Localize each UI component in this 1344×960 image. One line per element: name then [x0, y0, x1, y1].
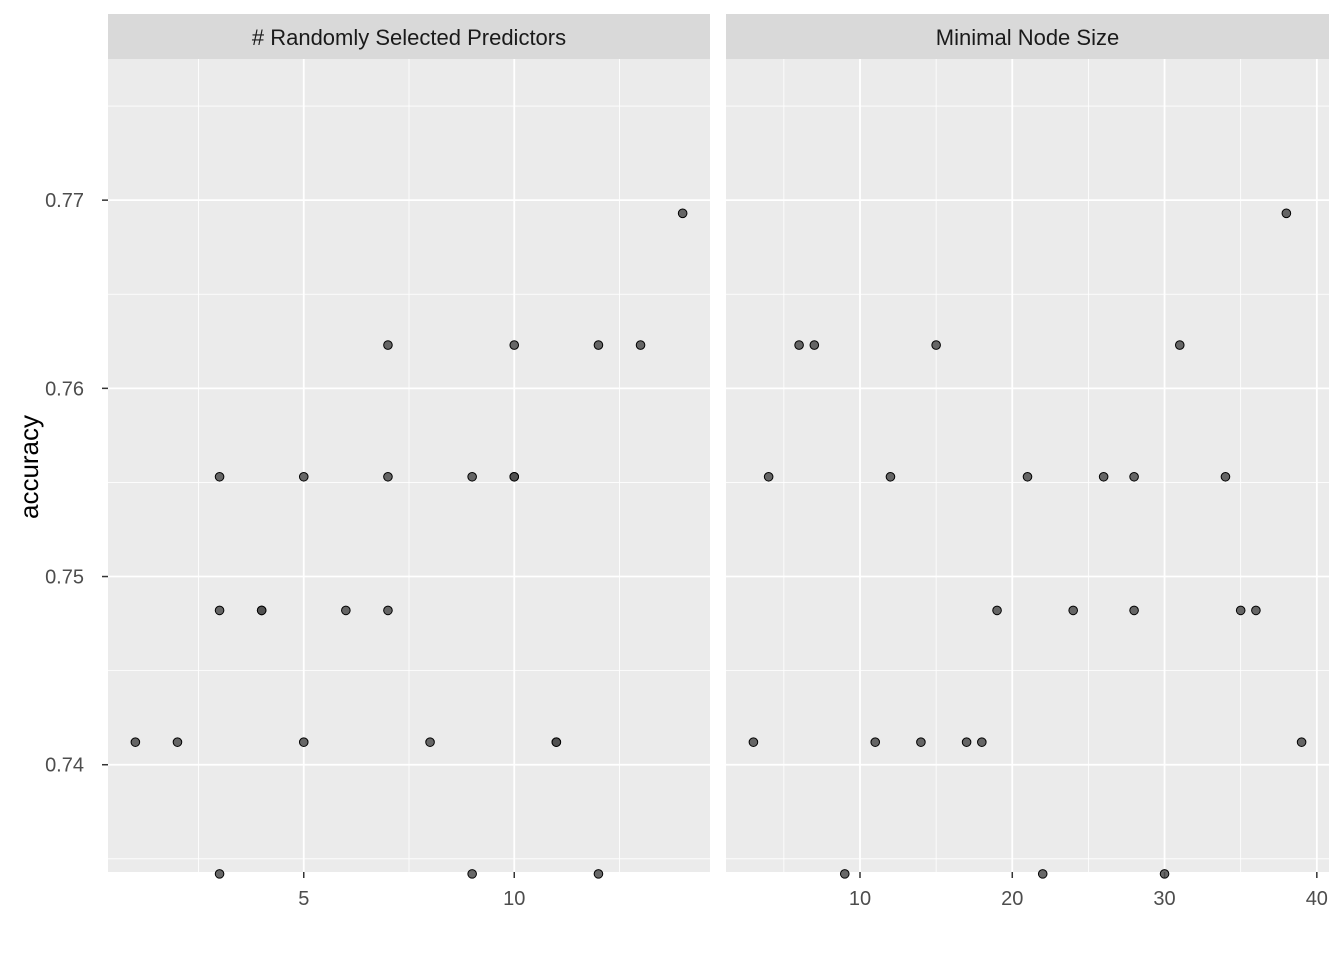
data-point — [677, 208, 688, 219]
data-point — [593, 340, 604, 350]
data-point — [763, 471, 774, 482]
data-point — [1068, 605, 1078, 616]
data-point — [870, 737, 881, 747]
data-point — [341, 605, 351, 616]
data-point — [214, 471, 225, 482]
data-point — [635, 340, 646, 350]
data-point — [1296, 737, 1307, 747]
data-point — [1022, 471, 1033, 482]
data-point — [509, 471, 520, 482]
data-point — [1098, 471, 1109, 482]
y-axis-title: accuracy — [14, 415, 44, 519]
data-point — [1235, 605, 1246, 616]
data-point — [961, 737, 972, 747]
y-tick-label: 0.74 — [45, 755, 84, 777]
facet-panel: # Randomly Selected Predictors 5 10 — [108, 14, 710, 910]
panel-background — [726, 59, 1329, 872]
data-point — [298, 737, 309, 747]
y-tick-label: 0.76 — [45, 378, 84, 400]
data-point — [298, 471, 309, 482]
data-point — [593, 869, 604, 879]
x-tick-label: 5 — [298, 888, 309, 910]
facet-title: Minimal Node Size — [936, 25, 1119, 50]
data-point — [748, 737, 759, 747]
data-point — [256, 605, 267, 616]
data-point — [1220, 471, 1231, 482]
facet-title: # Randomly Selected Predictors — [252, 25, 566, 50]
data-point — [383, 605, 393, 616]
x-tick-label: 30 — [1153, 888, 1175, 910]
data-point — [992, 605, 1002, 616]
facet-strip — [726, 14, 1329, 59]
data-point — [214, 605, 225, 616]
data-point — [809, 340, 820, 350]
data-point — [1174, 340, 1185, 350]
x-tick-label: 10 — [849, 888, 871, 910]
data-point — [1129, 471, 1139, 482]
data-point — [551, 737, 562, 747]
x-tick-label: 20 — [1001, 888, 1023, 910]
facet-panel: Minimal Node Size 10 20 30 40 — [726, 14, 1329, 910]
data-point — [885, 471, 896, 482]
facet-panels: 0.74 0.75 0.76 0.77 # Randomly Selected Pred… — [45, 14, 1329, 910]
data-point — [425, 737, 435, 747]
data-point — [931, 340, 941, 350]
data-point — [839, 869, 850, 879]
data-point — [1037, 869, 1048, 879]
y-tick-label: 0.77 — [45, 190, 84, 212]
data-point — [1129, 605, 1139, 616]
data-point — [1159, 869, 1170, 879]
data-point — [172, 737, 183, 747]
y-tick-label: 0.75 — [45, 567, 84, 589]
data-point — [1281, 208, 1292, 219]
facet-strip — [108, 14, 710, 59]
x-tick-label: 10 — [503, 888, 525, 910]
data-point — [214, 869, 225, 879]
data-point — [467, 869, 477, 879]
data-point — [383, 340, 393, 350]
x-tick-label: 40 — [1306, 888, 1328, 910]
data-point — [977, 737, 987, 747]
data-point — [467, 471, 477, 482]
data-point — [130, 737, 141, 747]
data-point — [916, 737, 926, 747]
data-point — [794, 340, 804, 350]
data-point — [383, 471, 393, 482]
data-point — [1251, 605, 1261, 616]
data-point — [509, 340, 520, 350]
